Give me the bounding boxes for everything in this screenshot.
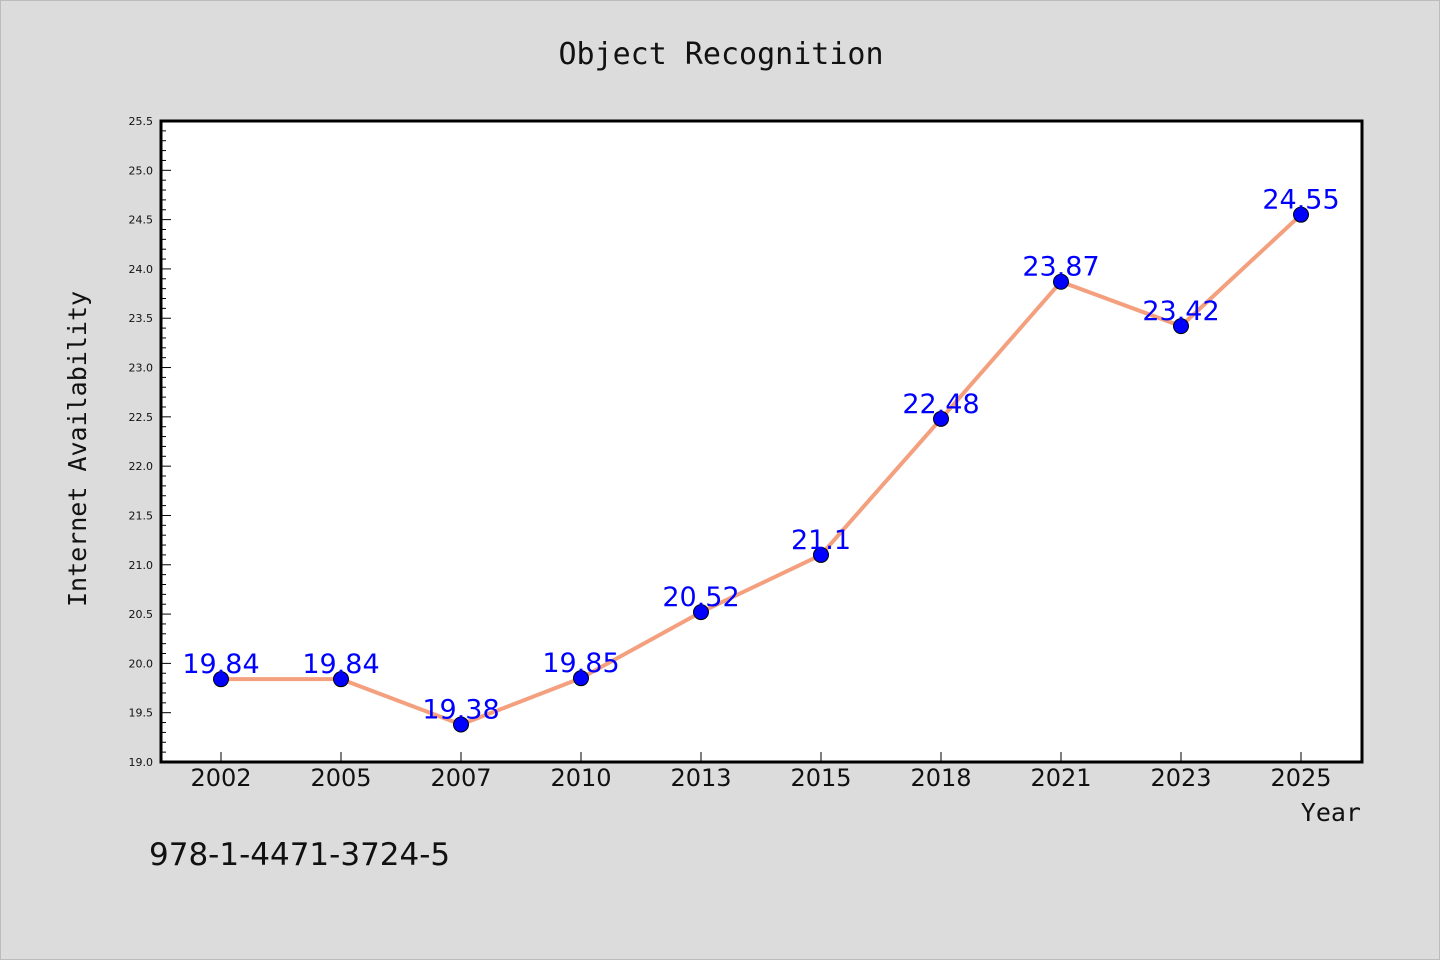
data-label: 24.55 [1262, 185, 1339, 216]
x-tick-label: 2025 [1270, 764, 1331, 792]
y-tick-label: 25.5 [129, 115, 154, 128]
data-point [813, 546, 829, 563]
data-point [573, 670, 589, 687]
data-label: 19.85 [542, 648, 619, 679]
series-line [221, 213, 1303, 727]
y-tick-label: 21.0 [129, 559, 154, 572]
data-label: 22.48 [902, 389, 979, 420]
y-tick-label: 24.0 [129, 263, 154, 276]
x-tick-label: 2013 [670, 764, 731, 792]
y-tick-label: 19.5 [129, 707, 154, 720]
y-tick-label: 22.0 [129, 460, 154, 473]
data-label: 19.38 [422, 695, 499, 726]
y-tick-label: 23.5 [129, 312, 154, 325]
x-tick-label: 2002 [190, 764, 251, 792]
data-point [1053, 273, 1069, 290]
y-tick-label: 24.5 [129, 214, 154, 227]
x-axis-ticks [220, 752, 1302, 762]
y-tick-label: 20.5 [129, 608, 154, 621]
x-tick-label: 2023 [1150, 764, 1211, 792]
data-label: 21.1 [791, 525, 851, 556]
data-label: 19.84 [302, 649, 379, 680]
x-tick-label: 2005 [310, 764, 371, 792]
x-tick-label: 2007 [430, 764, 491, 792]
y-axis-ticks [161, 120, 171, 763]
data-label: 23.87 [1022, 252, 1099, 283]
data-label: 23.42 [1142, 296, 1219, 327]
x-tick-label: 2021 [1030, 764, 1091, 792]
data-point [1293, 206, 1309, 223]
chart-title: Object Recognition [558, 37, 883, 72]
y-tick-label: 23.0 [129, 362, 154, 375]
y-tick-label: 22.5 [129, 411, 154, 424]
data-point [933, 410, 949, 427]
data-labels: 19.84 19.84 19.38 19.85 20.52 21.1 22.48 23.87 2… [182, 185, 1339, 726]
y-tick-label: 21.5 [129, 509, 154, 522]
isbn-annotation: 978-1-4471-3724-5 [149, 837, 450, 873]
y-tick-label: 19.0 [129, 756, 154, 769]
data-markers [213, 206, 1309, 733]
data-point [453, 716, 469, 733]
x-tick-label: 2010 [550, 764, 611, 792]
x-tick-label: 2015 [790, 764, 851, 792]
data-point [1173, 318, 1189, 335]
plot-area [159, 119, 1364, 764]
x-tick-label: 2018 [910, 764, 971, 792]
x-axis-label: Year [1301, 798, 1361, 827]
y-tick-label: 25.0 [129, 164, 154, 177]
y-axis-label: Internet Availability [63, 291, 92, 607]
data-label: 19.84 [182, 649, 259, 680]
data-point [693, 604, 709, 621]
data-label: 20.52 [662, 582, 739, 613]
data-point [213, 671, 229, 688]
y-tick-label: 20.0 [129, 657, 154, 670]
data-point [333, 671, 349, 688]
x-axis-tick-labels: 2002 2005 2007 2010 2013 2015 2018 2021 2023 2025 [190, 764, 1331, 792]
y-axis-tick-labels: 19.0 19.5 20.0 20.5 21.0 21.5 22.0 22.5 23.0 23.5… [129, 115, 154, 769]
